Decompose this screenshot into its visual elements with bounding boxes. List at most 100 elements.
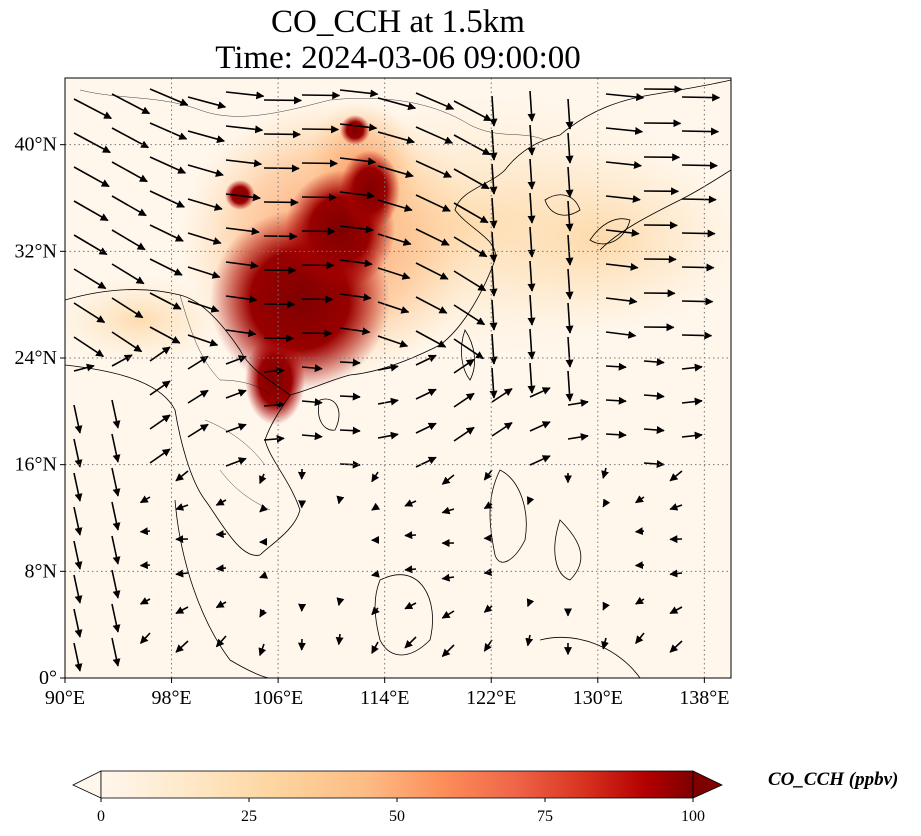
wind-arrow <box>527 362 536 394</box>
wind-arrow <box>111 354 133 367</box>
wind-arrow <box>634 527 645 536</box>
wind-arrow <box>669 503 683 511</box>
wind-arrow <box>301 227 336 236</box>
wind-arrow <box>225 193 261 202</box>
colorbar-extend-max <box>692 770 723 799</box>
colorbar-tick-label: 25 <box>241 808 257 825</box>
wind-arrow <box>526 496 535 506</box>
wind-arrow <box>681 297 714 306</box>
colorbar-gradient <box>100 770 694 799</box>
wind-arrow <box>415 228 450 246</box>
wind-arrow <box>139 495 151 504</box>
wind-arrow <box>187 232 222 245</box>
wind-arrow <box>565 166 574 198</box>
wind-arrow <box>73 98 113 120</box>
wind-arrow <box>565 370 574 402</box>
wind-arrow <box>527 124 536 156</box>
wind-arrow <box>225 261 259 270</box>
wind-arrow <box>301 295 334 304</box>
wind-arrow <box>111 195 147 217</box>
lon-tick-label: 106°E <box>253 687 303 709</box>
wind-arrow <box>73 642 83 672</box>
wind-arrow <box>404 601 417 610</box>
wind-arrow <box>371 502 381 511</box>
wind-arrow <box>73 166 110 188</box>
colorbar-tick-label: 100 <box>681 808 705 825</box>
wind-arrow <box>301 125 340 134</box>
wind-arrow <box>149 292 182 310</box>
wind-arrow <box>187 334 219 347</box>
wind-arrow <box>149 156 187 174</box>
wind-arrow <box>404 499 417 507</box>
wind-arrow <box>339 157 377 166</box>
wind-arrow <box>605 228 640 237</box>
wind-arrow <box>483 604 493 613</box>
wind-arrow <box>149 224 184 242</box>
wind-arrow <box>415 92 455 110</box>
wind-arrow <box>215 635 227 648</box>
wind-arrow <box>111 297 144 319</box>
wind-arrow <box>187 130 226 144</box>
wind-arrow <box>681 431 703 440</box>
wind-arrow <box>187 266 221 279</box>
wind-arrow <box>605 194 641 203</box>
wind-arrow <box>605 396 627 405</box>
wind-arrow <box>527 158 536 190</box>
wind-arrow <box>415 456 437 468</box>
wind-arrow <box>225 159 263 168</box>
wind-arrow <box>527 260 536 292</box>
wind-arrow <box>527 226 536 258</box>
wind-arrow <box>681 263 715 272</box>
wind-arrow <box>111 569 121 599</box>
wind-arrow <box>601 467 609 479</box>
wind-arrow <box>415 354 437 366</box>
wind-arrow <box>187 355 209 370</box>
longitude-ticks: 90°E 98°E 106°E 114°E 122°E 130°E 138°E <box>45 678 729 709</box>
wind-arrow <box>111 637 121 667</box>
wind-arrow <box>139 527 151 536</box>
wind-arrow <box>215 600 227 609</box>
wind-arrow <box>225 91 265 100</box>
wind-arrow <box>149 380 171 396</box>
wind-arrow <box>681 397 703 406</box>
wind-arrow <box>681 363 703 372</box>
lat-tick-label: 40°N <box>15 134 57 156</box>
wind-arrow <box>149 190 185 208</box>
wind-arrow <box>565 200 574 232</box>
wind-arrow <box>263 434 285 443</box>
wind-arrow <box>415 296 448 314</box>
wind-arrow <box>187 164 224 177</box>
wind-arrow <box>491 422 513 437</box>
lon-tick-label: 90°E <box>45 687 85 709</box>
wind-arrow <box>225 423 247 433</box>
wind-arrow <box>377 363 399 372</box>
wind-arrow <box>441 573 455 582</box>
wind-arrow <box>73 540 83 570</box>
colorbar-tick-label: 50 <box>389 808 405 825</box>
wind-arrow <box>567 433 589 441</box>
lat-tick-label: 0° <box>39 667 57 689</box>
wind-arrow <box>215 530 227 539</box>
wind-arrow <box>526 598 535 608</box>
wind-arrow <box>149 258 183 276</box>
wind-arrow <box>453 202 489 224</box>
wind-arrow <box>565 336 574 368</box>
wind-arrow <box>377 199 413 212</box>
wind-arrow <box>377 131 415 145</box>
wind-arrow <box>111 161 148 183</box>
wind-arrow <box>149 88 189 106</box>
wind-arrow <box>441 506 455 515</box>
wind-arrow <box>301 91 341 100</box>
wind-arrow <box>491 388 513 403</box>
map-frame <box>64 77 732 679</box>
wind-arrow <box>415 262 449 280</box>
wind-arrow <box>404 531 417 540</box>
wind-arrow <box>605 161 642 169</box>
map-title: CO_CCH at 1.5km <box>271 4 525 40</box>
wind-arrow <box>601 637 609 650</box>
wind-arrow <box>339 225 374 234</box>
wind-arrow <box>73 363 95 372</box>
wind-arrow <box>335 633 344 646</box>
wind-arrow <box>259 473 267 485</box>
